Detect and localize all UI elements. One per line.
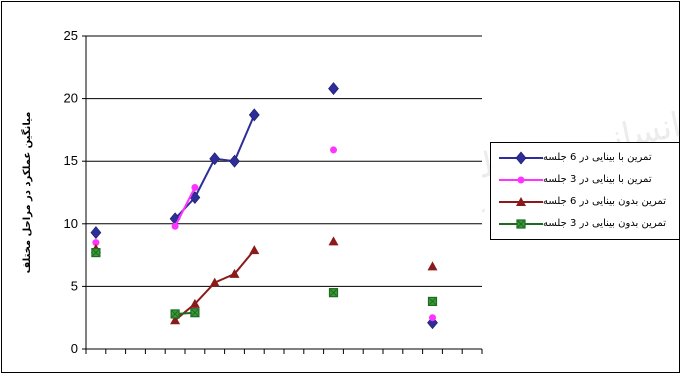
data-point [328, 236, 339, 246]
legend-label: تمرین با بینایی در 3 جلسه [543, 174, 652, 185]
data-point [330, 146, 337, 154]
legend-item: تمرین بدون بینایی در 3 جلسه [491, 213, 679, 235]
plot-area [86, 36, 482, 349]
y-axis-label: میانگین عملکرد در مراحل مختلف [20, 112, 33, 274]
legend-swatch-circle [499, 176, 543, 184]
legend-swatch-square [499, 219, 543, 229]
data-point-cross [171, 310, 179, 318]
data-point [248, 108, 260, 122]
data-point [229, 268, 240, 278]
series-2 [92, 146, 436, 322]
series-line [174, 187, 196, 227]
data-point [209, 152, 221, 166]
legend-swatch-triangle [499, 197, 543, 206]
legend-swatch-diamond [499, 151, 543, 165]
data-point-cross [191, 309, 199, 317]
y-tick-label: 25 [64, 28, 78, 43]
legend-marker [516, 197, 526, 206]
legend-item: تمرین بدون بینایی در 6 جلسه [491, 191, 679, 213]
legend-marker [515, 151, 527, 165]
legend-label: تمرین با بینایی در 6 جلسه [543, 152, 652, 163]
data-point [90, 226, 102, 240]
y-tick-label: 20 [64, 91, 78, 106]
data-point [209, 277, 220, 287]
data-point [229, 154, 240, 168]
legend-item: تمرین با بینایی در 6 جلسه [491, 147, 679, 169]
y-tick-label: 10 [64, 216, 78, 231]
data-point-cross [92, 249, 100, 256]
data-point [328, 82, 339, 96]
y-tick-label: 5 [71, 278, 78, 293]
y-tick-label: 0 [71, 341, 78, 356]
legend-item: تمرین با بینایی در 3 جلسه [491, 169, 679, 191]
y-tick-label: 15 [64, 153, 78, 168]
data-point-cross [429, 298, 436, 305]
data-point [92, 239, 100, 247]
legend-marker-cross [517, 220, 525, 228]
legend-label: تمرین بدون بینایی در 3 جلسه [543, 218, 666, 229]
data-point-cross [330, 289, 337, 297]
data-point [170, 315, 181, 325]
data-point [191, 183, 199, 191]
legend-label: تمرین بدون بینایی در 6 جلسه [543, 196, 666, 207]
legend: تمرین با بینایی در 6 جلسه تمرین با بینای… [490, 142, 680, 240]
data-point [429, 314, 436, 322]
data-point [427, 261, 438, 271]
series-4 [91, 247, 438, 319]
data-point [171, 222, 179, 230]
data-point [189, 298, 200, 308]
data-point [249, 245, 260, 255]
series-1 [90, 82, 438, 330]
legend-marker [517, 176, 525, 184]
